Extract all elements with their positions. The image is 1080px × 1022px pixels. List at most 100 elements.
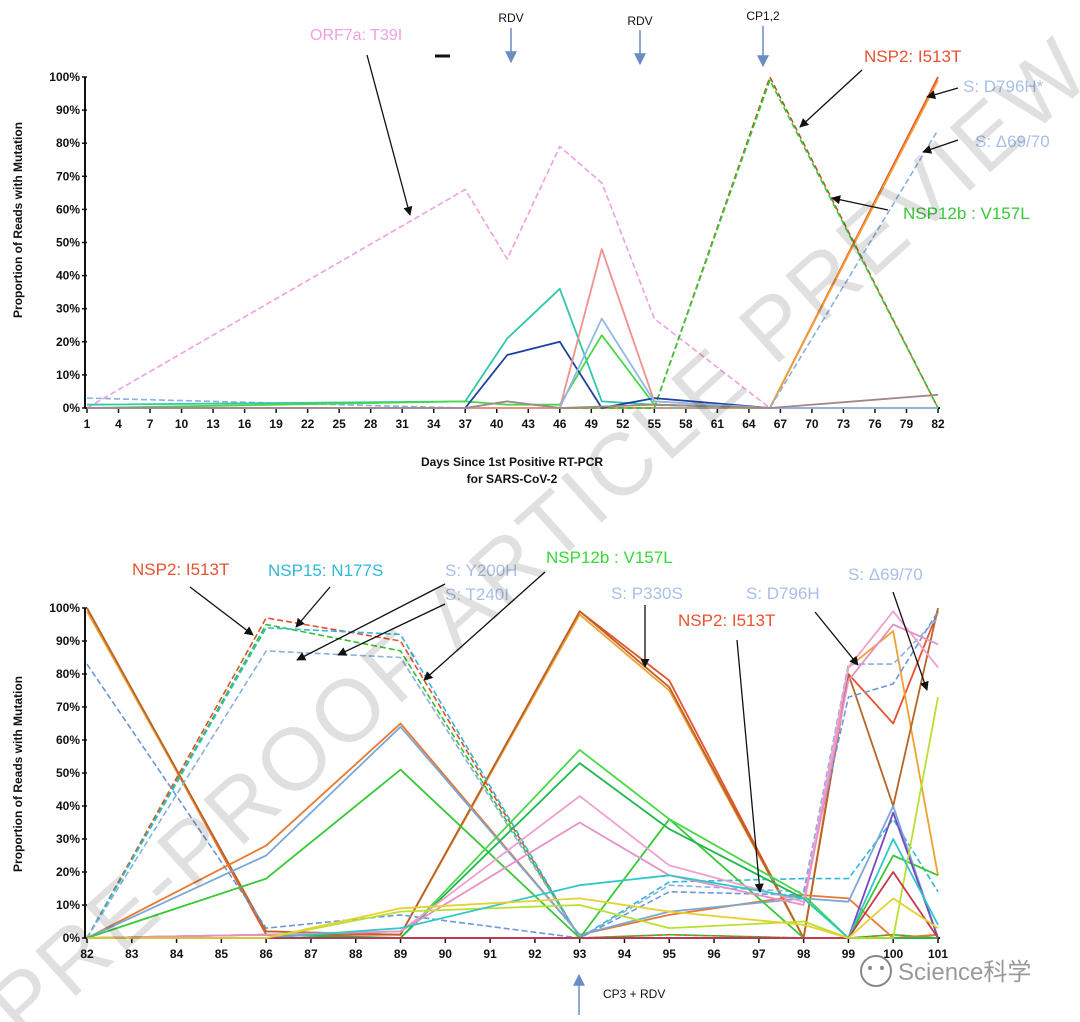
x-tick-label: 46	[553, 417, 567, 431]
arrow-del6970	[892, 591, 929, 691]
annotation-del6970: S: Δ69/70	[848, 565, 923, 584]
logo-text: Science科学	[898, 959, 1031, 986]
y-tick-label: 100%	[49, 601, 80, 615]
x-axis-label-line1: Days Since 1st Positive RT-PCR	[421, 455, 603, 469]
y-tick-label: 70%	[56, 700, 80, 714]
y-tick-label: 20%	[56, 865, 80, 879]
arrow-orf7a	[366, 54, 413, 216]
wechat-icon	[860, 955, 892, 987]
x-tick-label: 82	[80, 947, 94, 961]
annotation-y200h: S: Y200H	[445, 561, 517, 580]
arrow-y200h	[296, 583, 446, 661]
x-tick-label: 31	[396, 417, 410, 431]
x-tick-label: 101	[928, 947, 948, 961]
x-tick-label: 98	[797, 947, 811, 961]
x-tick-label: 73	[837, 417, 851, 431]
x-tick-label: 100	[883, 947, 903, 961]
x-tick-label: 96	[707, 947, 721, 961]
y-axis-label: Proportion of Reads with Mutation	[11, 122, 25, 318]
x-tick-label: 16	[238, 417, 252, 431]
annotation-nsp12b: NSP12b : V157L	[903, 204, 1030, 223]
x-tick-label: 91	[483, 947, 497, 961]
annotation-nsp2: NSP2: I513T	[864, 47, 961, 66]
x-tick-label: 28	[364, 417, 378, 431]
annotation-rdv-1: RDV	[498, 11, 523, 25]
chart-top: Proportion of Reads with Mutation 0% 10% 2…	[11, 9, 1050, 486]
arrow-nsp2	[799, 69, 863, 128]
chart-bottom: Proportion of Reads with Mutation 0% 10% 2…	[11, 548, 948, 1015]
x-tick-label: 87	[304, 947, 318, 961]
annotation-d796h: S: D796H	[746, 584, 820, 603]
x-tick-label: 89	[394, 947, 408, 961]
annotation-t240i: S: T240I	[445, 585, 509, 604]
y-tick-label: 60%	[56, 733, 80, 747]
y-tick-label: 10%	[56, 898, 80, 912]
x-tick-label: 92	[528, 947, 542, 961]
arrow-nsp2	[189, 586, 254, 636]
x-tick-label: 55	[648, 417, 662, 431]
annotation-nsp12b: NSP12b : V157L	[546, 548, 673, 567]
annotation-nsp2: NSP2: I513T	[132, 560, 229, 579]
y-tick-label: 70%	[56, 169, 80, 183]
arrow-d796h	[814, 611, 859, 666]
x-tick-label: 97	[752, 947, 766, 961]
y-tick-label: 90%	[56, 634, 80, 648]
y-tick-label: 60%	[56, 202, 80, 216]
x-tick-label: 67	[774, 417, 788, 431]
x-tick-label: 84	[170, 947, 184, 961]
x-tick-label: 19	[269, 417, 283, 431]
x-tick-label: 37	[459, 417, 473, 431]
y-tick-label: 30%	[56, 832, 80, 846]
y-tick-label: 0%	[63, 401, 81, 415]
y-tick-label: 20%	[56, 335, 80, 349]
x-tick-label: 85	[215, 947, 229, 961]
x-tick-label: 76	[868, 417, 882, 431]
y-tick-label: 90%	[56, 103, 80, 117]
series-line	[86, 145, 938, 409]
series-line	[87, 696, 939, 939]
arrow-nsp15	[295, 586, 331, 628]
x-tick-label: 43	[522, 417, 536, 431]
x-tick-label: 88	[349, 947, 363, 961]
x-tick-label: 82	[931, 417, 945, 431]
x-tick-label: 93	[573, 947, 587, 961]
x-tick-label: 83	[125, 947, 139, 961]
annotation-orf7a: ORF7a: T39I	[310, 27, 402, 44]
x-tick-label: 34	[427, 417, 441, 431]
x-tick-label: 25	[332, 417, 346, 431]
x-tick-label: 94	[618, 947, 632, 961]
arrow-del6970	[922, 139, 959, 154]
arrow-t240i	[337, 603, 446, 656]
y-tick-label: 80%	[56, 136, 80, 150]
y-tick-label: 10%	[56, 368, 80, 382]
y-tick-label: 50%	[56, 766, 80, 780]
x-tick-label: 7	[147, 417, 154, 431]
arrow-nsp12b	[423, 571, 546, 681]
x-tick-label: 95	[663, 947, 677, 961]
y-axis-label: Proportion of Reads with Mutation	[11, 676, 25, 872]
arrow-nsp2b	[736, 639, 764, 893]
y-tick-label: 40%	[56, 269, 80, 283]
x-tick-label: 10	[175, 417, 189, 431]
annotation-cp12: CP1,2	[746, 9, 780, 23]
x-tick-label: 22	[301, 417, 315, 431]
x-tick-label: 79	[900, 417, 914, 431]
annotation-nsp15: NSP15: N177S	[268, 561, 383, 580]
annotation-nsp2b: NSP2: I513T	[678, 611, 775, 630]
x-tick-label: 4	[115, 417, 122, 431]
x-tick-label: 40	[490, 417, 504, 431]
annotation-d796h: S: D796H*	[963, 77, 1044, 96]
series-line	[87, 897, 939, 939]
arrow-d796h	[926, 87, 959, 100]
x-tick-label: 1	[84, 417, 91, 431]
x-tick-label: 99	[842, 947, 856, 961]
y-tick-label: 80%	[56, 667, 80, 681]
x-tick-label: 13	[206, 417, 220, 431]
x-tick-label: 58	[679, 417, 693, 431]
y-tick-label: 40%	[56, 799, 80, 813]
annotation-del6970: S: Δ69/70	[975, 132, 1050, 151]
y-tick-label: 30%	[56, 302, 80, 316]
arrow-nsp12b	[831, 195, 889, 211]
x-tick-label: 52	[616, 417, 630, 431]
